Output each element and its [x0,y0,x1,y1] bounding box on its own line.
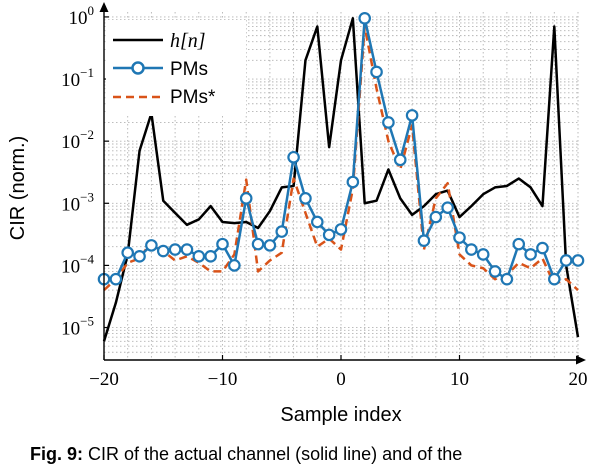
data-point [109,272,123,286]
data-point [547,272,561,286]
x-tick-label: 10 [450,369,469,390]
data-point [251,237,265,251]
data-point [121,246,134,260]
data-point [346,175,360,189]
data-point [536,241,549,255]
data-point [512,237,526,251]
y-tick-label: 10−4 [61,251,94,277]
data-point [204,250,217,263]
data-point [216,237,229,251]
tick-labels: −20 −10 0 10 20 10−5 10−4 10−3 10−2 10−1 100 [61,3,587,390]
data-point [488,265,502,278]
data-point [275,225,289,238]
caption-label: Fig. 9: [30,444,83,464]
legend-marker-pms [131,61,145,75]
data-point [559,254,573,267]
series-line-2 [103,25,579,292]
data-point [263,239,277,252]
data-point [441,201,454,214]
data-point [358,12,371,25]
data-point [299,192,312,205]
figure-caption: Fig. 9: CIR of the actual channel (solid… [30,444,462,465]
data-point [156,244,170,258]
data-point [228,259,241,272]
y-tick-label: 10−3 [61,189,94,215]
data-point [405,109,419,122]
data-point [310,215,324,229]
data-point [382,116,395,129]
data-point [476,248,490,261]
legend-label-pms-star: PMs* [170,87,216,108]
x-tick-label: −10 [208,369,238,390]
y-tick-label: 10−1 [61,65,94,91]
data-point [500,272,514,286]
y-tick-label: 10−2 [61,127,94,153]
x-tick-label: 20 [569,369,588,390]
y-tick-label: 10−5 [61,314,94,340]
data-point [168,243,182,256]
x-tick-label: 0 [336,369,346,390]
data-point [192,250,206,263]
data-point [133,250,146,263]
axes [99,2,586,365]
x-tick-label: −20 [89,369,119,390]
data-point [417,234,431,247]
data-point [524,248,537,261]
data-point [453,231,466,244]
x-axis-label: Sample index [280,404,401,426]
data-point [287,150,300,164]
caption-text: CIR of the actual channel (solid line) a… [88,444,463,464]
legend: h[n] PMs PMs* [106,20,246,116]
legend-label-pms: PMs [170,59,208,80]
data-point [465,243,478,256]
data-point [429,210,443,224]
data-point [180,243,194,256]
data-point [145,239,158,252]
data-point [322,228,336,242]
data-point [571,254,585,267]
data-point [239,192,253,205]
y-tick-label: 100 [69,3,95,29]
data-point [370,65,383,79]
series-line-0 [102,17,580,342]
data-point [334,223,348,236]
y-axis-label: CIR (norm.) [7,136,29,240]
y-axis-arrow [99,2,109,12]
grid [103,12,579,361]
data-point [393,153,407,167]
legend-label-h: h[n] [170,30,206,52]
